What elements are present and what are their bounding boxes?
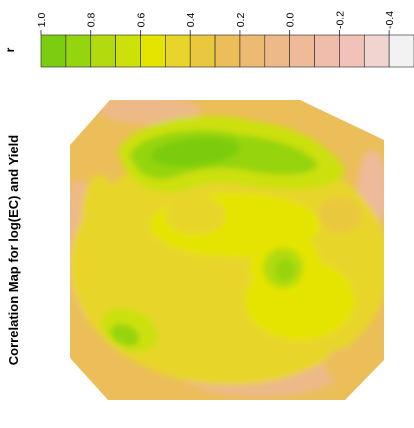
legend-swatch	[65, 34, 92, 68]
colorbar-legend: r 1.0 0.8 0.6 0.4 0.2 0.0 -0.2 -0.4	[3, 11, 414, 68]
legend-swatch	[363, 34, 390, 68]
legend-tick-label: -0.4	[384, 11, 396, 29]
legend-swatch	[339, 34, 365, 68]
legend-swatch	[115, 34, 141, 68]
heatmap-region	[110, 323, 140, 347]
heatmap-region	[325, 347, 375, 383]
legend-swatch	[214, 34, 241, 68]
legend-swatch	[140, 34, 166, 68]
heatmap-region	[165, 195, 225, 235]
legend-tick-label: 1.0	[36, 13, 48, 28]
heatmap-region	[82, 175, 118, 255]
legend-swatch	[289, 34, 315, 68]
legend-swatch	[189, 34, 216, 68]
legend-swatch	[314, 34, 340, 68]
legend-swatch	[90, 34, 116, 68]
legend-tick-label: 0.0	[285, 13, 297, 28]
legend-tick-label: 0.8	[86, 13, 98, 28]
chart-title: Correlation Map for log(EC) and Yield	[6, 135, 21, 365]
heatmap-region	[275, 259, 295, 281]
legend-swatch	[40, 34, 67, 68]
legend-swatch	[165, 34, 191, 68]
heatmap-region	[150, 137, 240, 167]
legend-swatch	[264, 34, 290, 68]
legend-tick-label: -0.2	[334, 11, 346, 29]
heatmap-region	[100, 100, 200, 124]
legend-tick-label: 0.6	[135, 13, 147, 28]
legend-swatch	[388, 34, 414, 68]
legend-title: r	[3, 47, 17, 52]
legend-swatch	[239, 34, 266, 68]
heatmap-region	[318, 197, 362, 233]
legend-tick-label: 0.2	[235, 13, 247, 28]
legend-tick-label: 0.4	[185, 13, 197, 28]
heatmap-field	[70, 100, 384, 400]
